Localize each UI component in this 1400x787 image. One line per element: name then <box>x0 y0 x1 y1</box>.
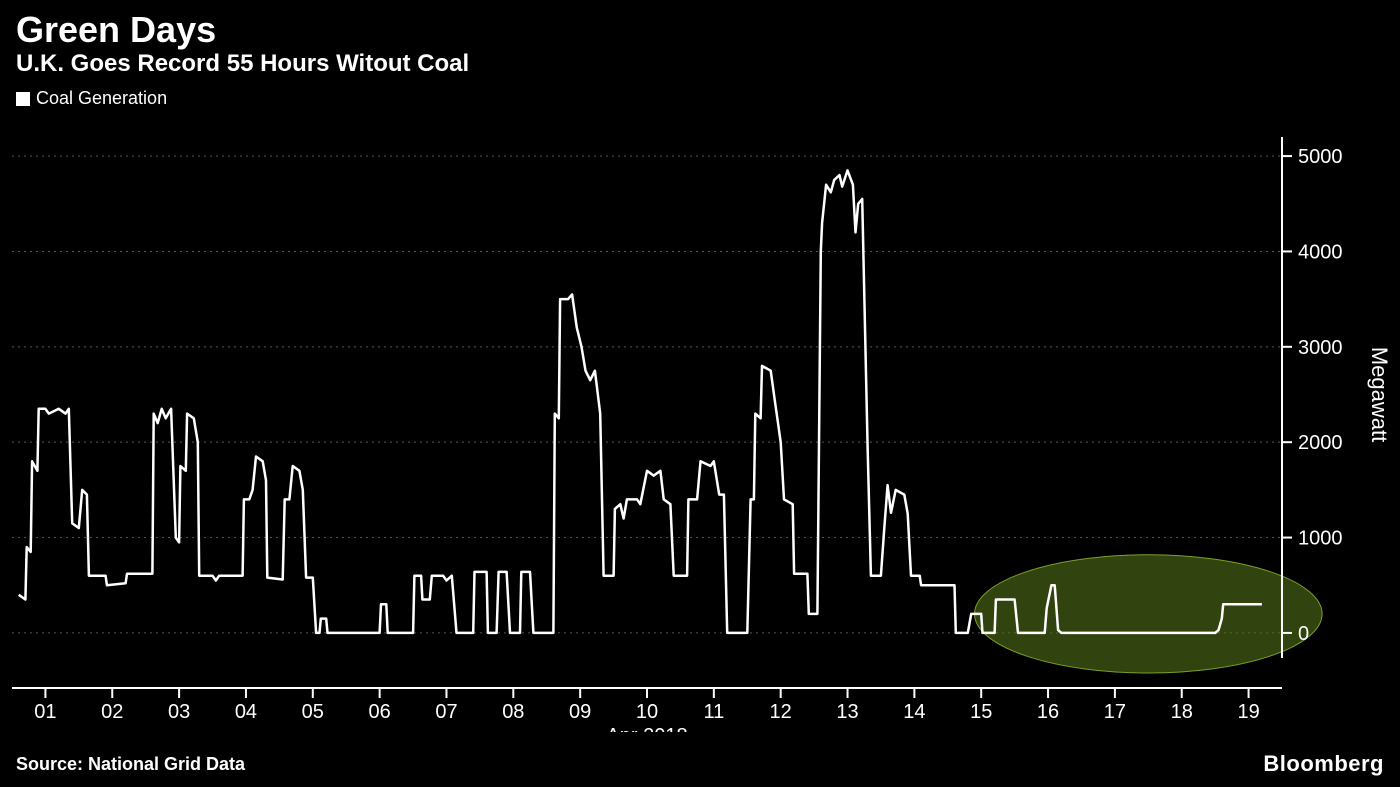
chart-svg: 0 1000 2000 3000 4000 5000 Megawatt 01 02 03 04 05 0… <box>0 132 1400 732</box>
svg-text:08: 08 <box>502 701 524 723</box>
svg-text:13: 13 <box>836 701 858 723</box>
svg-text:04: 04 <box>235 701 257 723</box>
svg-text:06: 06 <box>369 701 391 723</box>
svg-text:01: 01 <box>34 701 56 723</box>
chart-header: Green Days U.K. Goes Record 55 Hours Wit… <box>0 0 1400 82</box>
svg-text:Megawatt: Megawatt <box>1367 347 1392 442</box>
source-label: Source: National Grid Data <box>16 754 245 775</box>
chart-area: 0 1000 2000 3000 4000 5000 Megawatt 01 02 03 04 05 0… <box>0 132 1400 732</box>
svg-text:Apr 2018: Apr 2018 <box>606 725 687 732</box>
svg-text:02: 02 <box>101 701 123 723</box>
svg-text:17: 17 <box>1104 701 1126 723</box>
svg-text:2000: 2000 <box>1298 432 1343 454</box>
svg-text:16: 16 <box>1037 701 1059 723</box>
svg-text:11: 11 <box>703 701 724 723</box>
brand-label: Bloomberg <box>1263 751 1384 777</box>
legend-swatch-icon <box>16 92 30 106</box>
svg-text:03: 03 <box>168 701 190 723</box>
svg-text:12: 12 <box>770 701 792 723</box>
svg-text:4000: 4000 <box>1298 241 1343 263</box>
svg-text:19: 19 <box>1237 701 1259 723</box>
svg-text:09: 09 <box>569 701 591 723</box>
svg-text:10: 10 <box>636 701 658 723</box>
svg-text:0: 0 <box>1298 623 1309 645</box>
chart-title: Green Days <box>16 12 1384 48</box>
chart-legend: Coal Generation <box>0 82 1400 109</box>
legend-label: Coal Generation <box>36 88 167 109</box>
svg-text:3000: 3000 <box>1298 337 1343 359</box>
chart-subtitle: U.K. Goes Record 55 Hours Witout Coal <box>16 50 1384 78</box>
svg-text:14: 14 <box>903 701 925 723</box>
svg-text:15: 15 <box>970 701 992 723</box>
svg-text:1000: 1000 <box>1298 528 1343 550</box>
svg-text:5000: 5000 <box>1298 146 1343 168</box>
chart-footer: Source: National Grid Data Bloomberg <box>0 741 1400 787</box>
svg-text:18: 18 <box>1171 701 1193 723</box>
svg-text:05: 05 <box>302 701 324 723</box>
svg-text:07: 07 <box>435 701 457 723</box>
